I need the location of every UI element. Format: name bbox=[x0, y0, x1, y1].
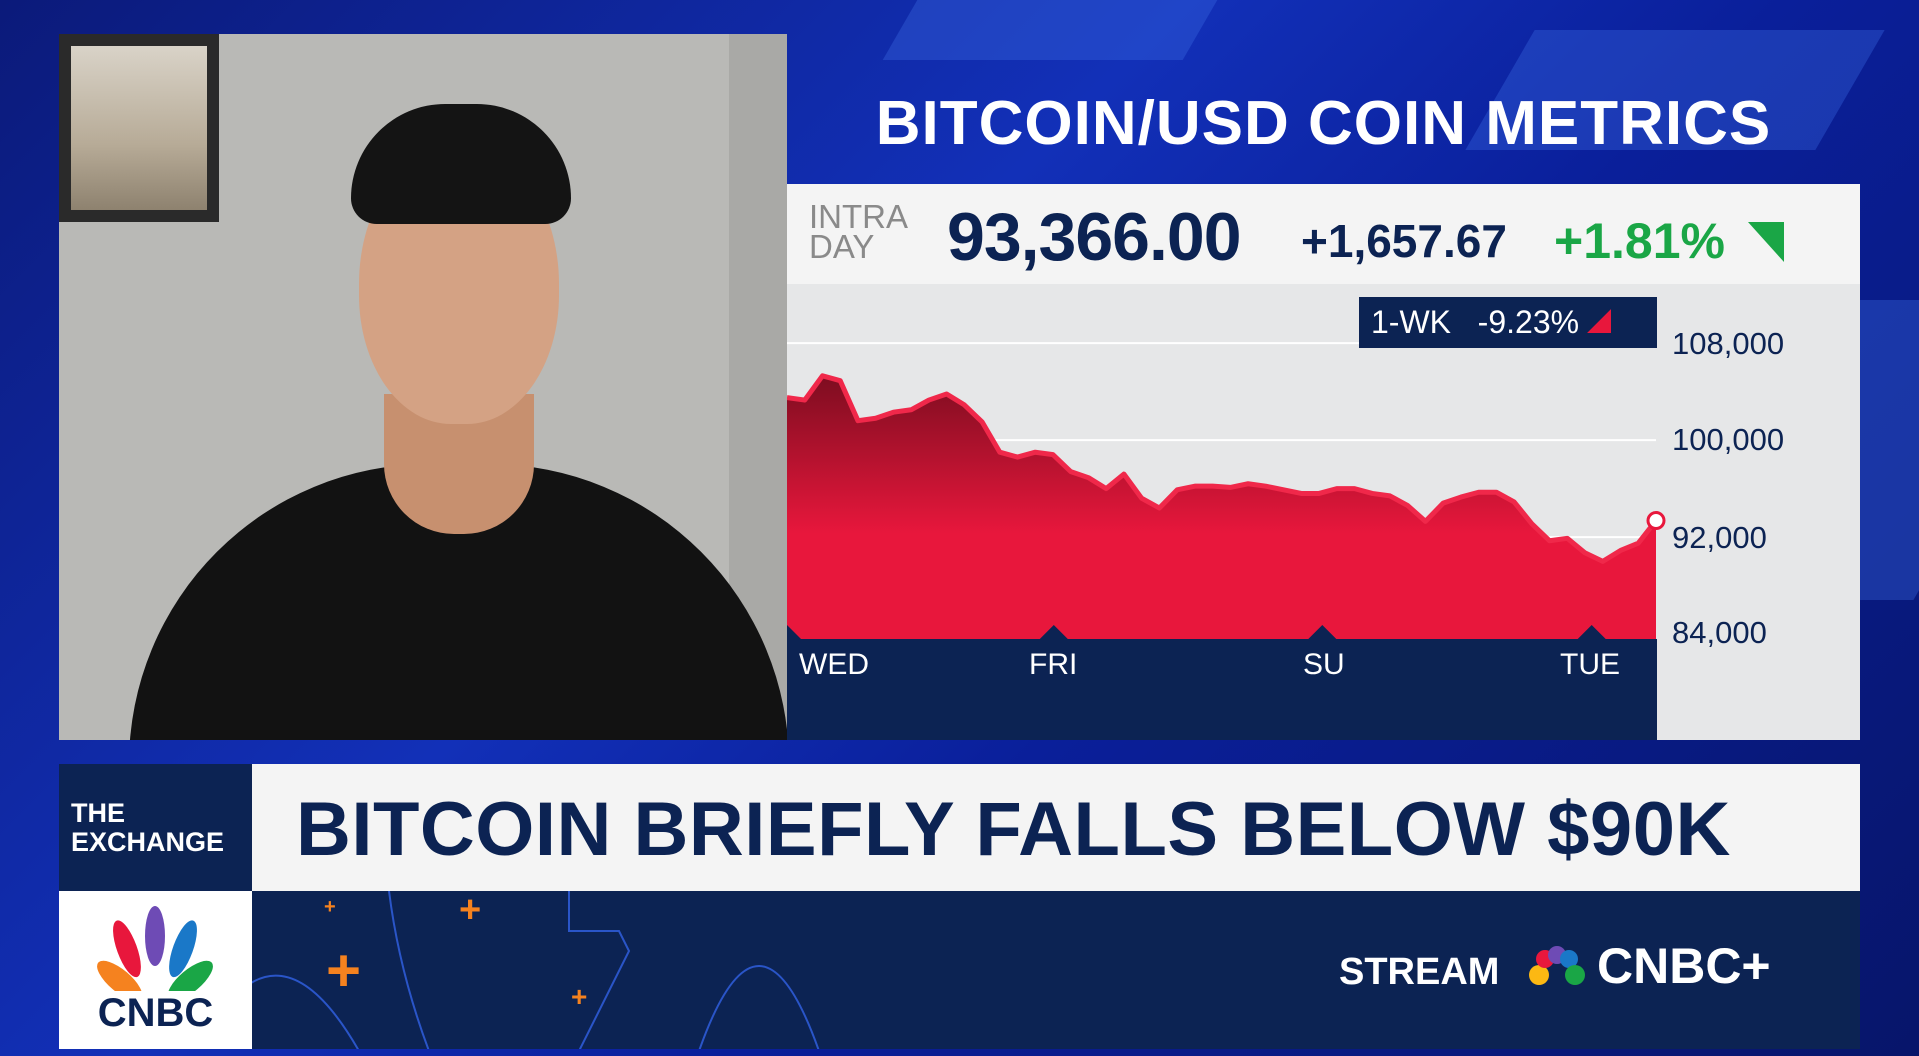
x-tick-label: WED bbox=[799, 648, 869, 681]
peacock-icon bbox=[97, 906, 213, 991]
x-tick-marker bbox=[1577, 625, 1606, 639]
price-line bbox=[787, 373, 1658, 564]
down-arrow-icon bbox=[1587, 309, 1612, 333]
show-name-line2: EXCHANGE bbox=[71, 827, 225, 857]
lower-third-bottom: + + + + CNBC STREAM CNBC+ bbox=[59, 891, 1860, 1049]
bg-shape bbox=[882, 0, 1218, 60]
y-tick-label: 108,000 bbox=[1672, 326, 1785, 361]
x-tick-label: FRI bbox=[1029, 648, 1078, 681]
intraday-label: INTRA DAY bbox=[809, 198, 908, 265]
intra-label: INTRA bbox=[809, 198, 908, 235]
plus-decor-icon: + bbox=[326, 937, 362, 1004]
headline: BITCOIN BRIEFLY FALLS BELOW $90K bbox=[296, 787, 1731, 872]
plus-decor-icon: + bbox=[571, 981, 588, 1012]
guest-hair bbox=[351, 104, 571, 224]
last-price-marker bbox=[1646, 511, 1666, 531]
y-tick-label: 84,000 bbox=[1672, 615, 1767, 650]
x-tick-label: SU bbox=[1303, 648, 1345, 681]
cnbc-wordmark: CNBC bbox=[97, 991, 214, 1035]
badge-change: -9.23% bbox=[1477, 304, 1580, 340]
show-name: THE EXCHANGE bbox=[59, 764, 252, 891]
badge-period: 1-WK bbox=[1371, 304, 1451, 340]
y-tick-label: 92,000 bbox=[1672, 520, 1767, 555]
chart-panel: INTRA DAY 93,366.00 +1,657.67 +1.81% 1-WK… bbox=[787, 184, 1860, 740]
x-axis-band bbox=[787, 639, 1657, 740]
price-area bbox=[787, 375, 1656, 639]
price-chart bbox=[787, 342, 1666, 639]
plus-decor-icon: + bbox=[459, 891, 482, 931]
percent-change: +1.81% bbox=[1554, 213, 1725, 269]
x-tick-marker bbox=[787, 625, 801, 639]
y-tick-label: 100,000 bbox=[1672, 422, 1785, 457]
x-tick-marker bbox=[1308, 625, 1337, 639]
peacock-small-icon bbox=[1529, 946, 1585, 985]
price-change: +1,657.67 bbox=[1301, 215, 1507, 267]
quote-header: INTRA DAY 93,366.00 +1,657.67 +1.81% bbox=[787, 184, 1860, 284]
wall-picture-frame bbox=[59, 34, 219, 222]
cnbc-logo: CNBC bbox=[59, 891, 252, 1049]
day-label: DAY bbox=[809, 228, 875, 265]
headline-bar: BITCOIN BRIEFLY FALLS BELOW $90K bbox=[252, 764, 1860, 891]
x-tick-marker bbox=[1039, 625, 1068, 639]
cnbc-plus-brand: CNBC+ bbox=[1597, 938, 1771, 994]
one-week-badge: 1-WK -9.23% bbox=[1359, 297, 1657, 348]
price: 93,366.00 bbox=[947, 199, 1242, 275]
stream-label: STREAM bbox=[1339, 951, 1500, 993]
chart-title: BITCOIN/USD COIN METRICS bbox=[875, 89, 1772, 158]
show-name-line1: THE bbox=[71, 798, 125, 828]
guest-video bbox=[59, 34, 787, 740]
plus-decor-icon: + bbox=[324, 896, 336, 918]
x-tick-label: TUE bbox=[1560, 648, 1620, 681]
